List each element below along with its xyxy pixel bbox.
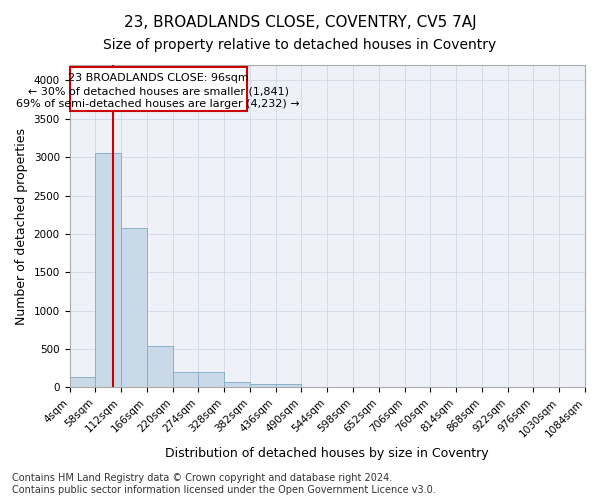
Bar (173, 372, 199, 388)
FancyBboxPatch shape (70, 66, 247, 111)
Bar (250, 384, 276, 388)
Bar (70, 376, 95, 388)
Bar (147, 346, 173, 388)
Text: ← 30% of detached houses are smaller (1,841): ← 30% of detached houses are smaller (1,… (28, 86, 289, 96)
Bar (276, 384, 301, 388)
Text: 23 BROADLANDS CLOSE: 96sqm: 23 BROADLANDS CLOSE: 96sqm (68, 72, 248, 83)
Text: Size of property relative to detached houses in Coventry: Size of property relative to detached ho… (103, 38, 497, 52)
Bar (199, 372, 224, 388)
Text: 69% of semi-detached houses are larger (4,232) →: 69% of semi-detached houses are larger (… (16, 100, 300, 110)
Bar (224, 382, 250, 388)
Bar (121, 228, 147, 388)
X-axis label: Distribution of detached houses by size in Coventry: Distribution of detached houses by size … (166, 447, 489, 460)
Bar (95, 154, 121, 388)
Text: 23, BROADLANDS CLOSE, COVENTRY, CV5 7AJ: 23, BROADLANDS CLOSE, COVENTRY, CV5 7AJ (124, 15, 476, 30)
Text: Contains HM Land Registry data © Crown copyright and database right 2024.
Contai: Contains HM Land Registry data © Crown c… (12, 474, 436, 495)
Y-axis label: Number of detached properties: Number of detached properties (15, 128, 28, 324)
